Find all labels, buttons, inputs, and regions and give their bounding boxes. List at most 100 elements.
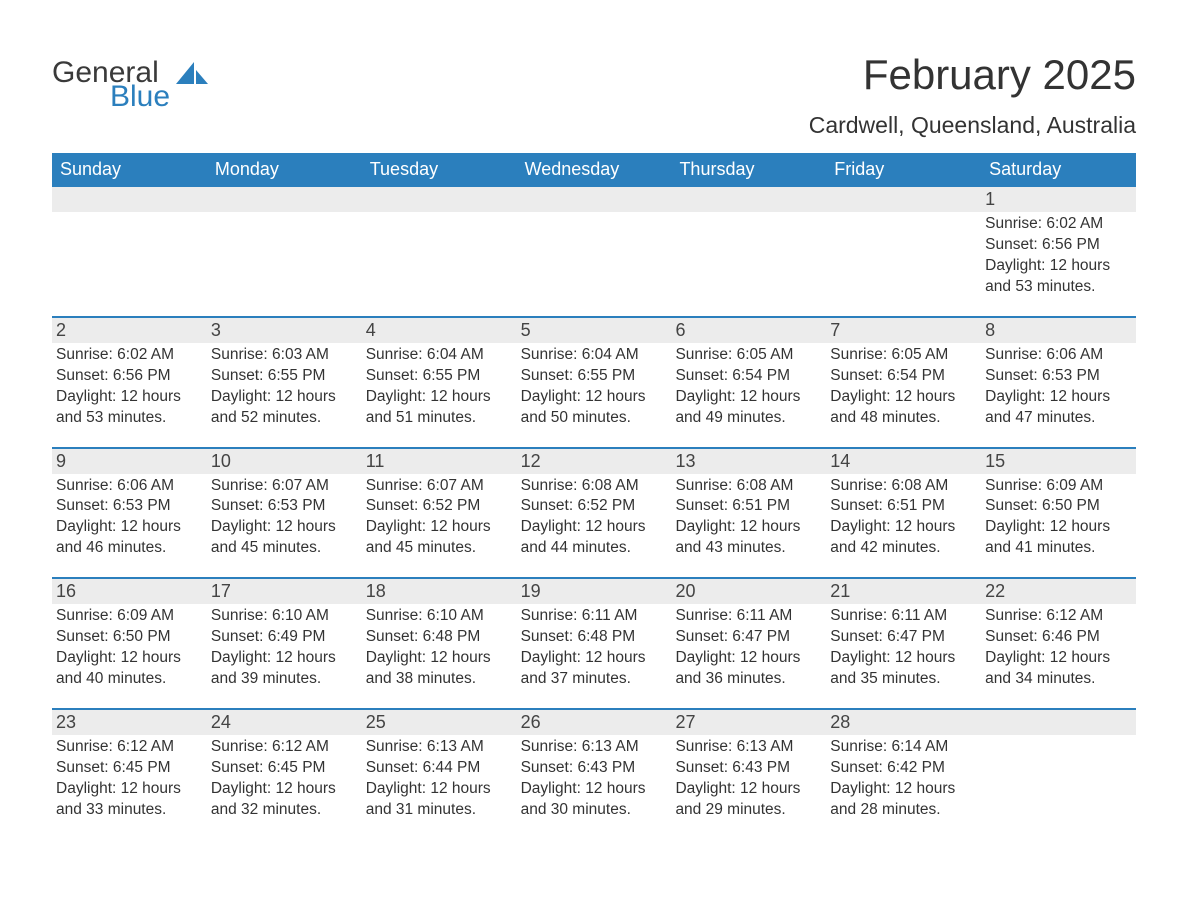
sunset-text: Sunset: 6:46 PM bbox=[985, 627, 1130, 648]
daylight-text: Daylight: 12 hours and 32 minutes. bbox=[211, 779, 356, 821]
day-number: 10 bbox=[207, 449, 362, 474]
day-number bbox=[52, 187, 207, 212]
day-number-strip: 1 bbox=[52, 187, 1136, 212]
day-cell bbox=[981, 735, 1136, 839]
daylight-text: Daylight: 12 hours and 33 minutes. bbox=[56, 779, 201, 821]
sunrise-text: Sunrise: 6:12 AM bbox=[985, 606, 1130, 627]
sunrise-text: Sunrise: 6:12 AM bbox=[211, 737, 356, 758]
day-cell: Sunrise: 6:13 AMSunset: 6:43 PMDaylight:… bbox=[517, 735, 672, 839]
day-number: 25 bbox=[362, 710, 517, 735]
day-number bbox=[671, 187, 826, 212]
day-number: 18 bbox=[362, 579, 517, 604]
day-info-strip: Sunrise: 6:02 AMSunset: 6:56 PMDaylight:… bbox=[52, 212, 1136, 316]
day-number: 9 bbox=[52, 449, 207, 474]
dow-wednesday: Wednesday bbox=[517, 153, 672, 187]
sunrise-text: Sunrise: 6:07 AM bbox=[366, 476, 511, 497]
weeks-container: 1Sunrise: 6:02 AMSunset: 6:56 PMDaylight… bbox=[52, 187, 1136, 838]
day-cell: Sunrise: 6:11 AMSunset: 6:47 PMDaylight:… bbox=[671, 604, 826, 708]
day-info-strip: Sunrise: 6:09 AMSunset: 6:50 PMDaylight:… bbox=[52, 604, 1136, 708]
week-row: 232425262728Sunrise: 6:12 AMSunset: 6:45… bbox=[52, 708, 1136, 839]
day-number: 11 bbox=[362, 449, 517, 474]
sunset-text: Sunset: 6:49 PM bbox=[211, 627, 356, 648]
daylight-text: Daylight: 12 hours and 38 minutes. bbox=[366, 648, 511, 690]
daylight-text: Daylight: 12 hours and 34 minutes. bbox=[985, 648, 1130, 690]
sunrise-text: Sunrise: 6:08 AM bbox=[675, 476, 820, 497]
day-cell bbox=[671, 212, 826, 316]
daylight-text: Daylight: 12 hours and 47 minutes. bbox=[985, 387, 1130, 429]
daylight-text: Daylight: 12 hours and 53 minutes. bbox=[985, 256, 1130, 298]
day-of-week-header: Sunday Monday Tuesday Wednesday Thursday… bbox=[52, 153, 1136, 187]
sunrise-text: Sunrise: 6:02 AM bbox=[985, 214, 1130, 235]
day-cell: Sunrise: 6:02 AMSunset: 6:56 PMDaylight:… bbox=[52, 343, 207, 447]
day-cell: Sunrise: 6:14 AMSunset: 6:42 PMDaylight:… bbox=[826, 735, 981, 839]
sunset-text: Sunset: 6:50 PM bbox=[985, 496, 1130, 517]
day-number: 17 bbox=[207, 579, 362, 604]
daylight-text: Daylight: 12 hours and 44 minutes. bbox=[521, 517, 666, 559]
location-subtitle: Cardwell, Queensland, Australia bbox=[809, 112, 1136, 139]
sunrise-text: Sunrise: 6:04 AM bbox=[521, 345, 666, 366]
day-cell: Sunrise: 6:04 AMSunset: 6:55 PMDaylight:… bbox=[362, 343, 517, 447]
sunset-text: Sunset: 6:47 PM bbox=[830, 627, 975, 648]
sunset-text: Sunset: 6:52 PM bbox=[366, 496, 511, 517]
day-cell: Sunrise: 6:08 AMSunset: 6:51 PMDaylight:… bbox=[671, 474, 826, 578]
day-cell: Sunrise: 6:12 AMSunset: 6:45 PMDaylight:… bbox=[207, 735, 362, 839]
sunset-text: Sunset: 6:42 PM bbox=[830, 758, 975, 779]
daylight-text: Daylight: 12 hours and 31 minutes. bbox=[366, 779, 511, 821]
day-cell bbox=[362, 212, 517, 316]
day-number: 3 bbox=[207, 318, 362, 343]
sunset-text: Sunset: 6:56 PM bbox=[985, 235, 1130, 256]
week-row: 1Sunrise: 6:02 AMSunset: 6:56 PMDaylight… bbox=[52, 187, 1136, 316]
daylight-text: Daylight: 12 hours and 40 minutes. bbox=[56, 648, 201, 690]
daylight-text: Daylight: 12 hours and 45 minutes. bbox=[211, 517, 356, 559]
day-number bbox=[362, 187, 517, 212]
day-number-strip: 2345678 bbox=[52, 318, 1136, 343]
sunset-text: Sunset: 6:53 PM bbox=[985, 366, 1130, 387]
daylight-text: Daylight: 12 hours and 43 minutes. bbox=[675, 517, 820, 559]
sunrise-text: Sunrise: 6:09 AM bbox=[985, 476, 1130, 497]
day-number: 8 bbox=[981, 318, 1136, 343]
day-cell: Sunrise: 6:13 AMSunset: 6:43 PMDaylight:… bbox=[671, 735, 826, 839]
daylight-text: Daylight: 12 hours and 41 minutes. bbox=[985, 517, 1130, 559]
daylight-text: Daylight: 12 hours and 45 minutes. bbox=[366, 517, 511, 559]
dow-sunday: Sunday bbox=[52, 153, 207, 187]
day-cell: Sunrise: 6:13 AMSunset: 6:44 PMDaylight:… bbox=[362, 735, 517, 839]
day-number: 19 bbox=[517, 579, 672, 604]
sunrise-text: Sunrise: 6:04 AM bbox=[366, 345, 511, 366]
day-cell: Sunrise: 6:04 AMSunset: 6:55 PMDaylight:… bbox=[517, 343, 672, 447]
day-cell: Sunrise: 6:09 AMSunset: 6:50 PMDaylight:… bbox=[981, 474, 1136, 578]
calendar-grid: Sunday Monday Tuesday Wednesday Thursday… bbox=[52, 153, 1136, 838]
daylight-text: Daylight: 12 hours and 53 minutes. bbox=[56, 387, 201, 429]
sunrise-text: Sunrise: 6:05 AM bbox=[830, 345, 975, 366]
sunrise-text: Sunrise: 6:07 AM bbox=[211, 476, 356, 497]
day-cell: Sunrise: 6:02 AMSunset: 6:56 PMDaylight:… bbox=[981, 212, 1136, 316]
sunset-text: Sunset: 6:50 PM bbox=[56, 627, 201, 648]
sunset-text: Sunset: 6:51 PM bbox=[675, 496, 820, 517]
day-cell: Sunrise: 6:03 AMSunset: 6:55 PMDaylight:… bbox=[207, 343, 362, 447]
day-info-strip: Sunrise: 6:06 AMSunset: 6:53 PMDaylight:… bbox=[52, 474, 1136, 578]
sunset-text: Sunset: 6:55 PM bbox=[366, 366, 511, 387]
daylight-text: Daylight: 12 hours and 52 minutes. bbox=[211, 387, 356, 429]
daylight-text: Daylight: 12 hours and 51 minutes. bbox=[366, 387, 511, 429]
day-number: 13 bbox=[671, 449, 826, 474]
day-number: 15 bbox=[981, 449, 1136, 474]
sunrise-text: Sunrise: 6:11 AM bbox=[830, 606, 975, 627]
day-number bbox=[517, 187, 672, 212]
day-cell bbox=[517, 212, 672, 316]
daylight-text: Daylight: 12 hours and 36 minutes. bbox=[675, 648, 820, 690]
day-number: 2 bbox=[52, 318, 207, 343]
sunset-text: Sunset: 6:48 PM bbox=[521, 627, 666, 648]
sunset-text: Sunset: 6:54 PM bbox=[675, 366, 820, 387]
day-cell: Sunrise: 6:06 AMSunset: 6:53 PMDaylight:… bbox=[52, 474, 207, 578]
day-number: 12 bbox=[517, 449, 672, 474]
day-number: 4 bbox=[362, 318, 517, 343]
sunset-text: Sunset: 6:51 PM bbox=[830, 496, 975, 517]
sunrise-text: Sunrise: 6:09 AM bbox=[56, 606, 201, 627]
day-cell: Sunrise: 6:07 AMSunset: 6:52 PMDaylight:… bbox=[362, 474, 517, 578]
day-number: 26 bbox=[517, 710, 672, 735]
sunrise-text: Sunrise: 6:08 AM bbox=[830, 476, 975, 497]
logo-sail-icon bbox=[176, 62, 208, 84]
sunrise-text: Sunrise: 6:10 AM bbox=[366, 606, 511, 627]
day-number: 28 bbox=[826, 710, 981, 735]
dow-saturday: Saturday bbox=[981, 153, 1136, 187]
day-number: 20 bbox=[671, 579, 826, 604]
